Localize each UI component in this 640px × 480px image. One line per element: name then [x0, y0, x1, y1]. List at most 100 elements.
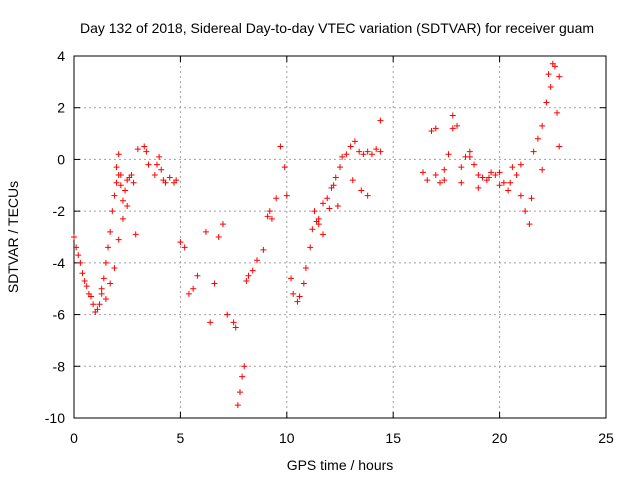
data-point: [530, 148, 537, 155]
data-point: [254, 257, 261, 264]
data-point: [326, 205, 333, 212]
data-point: [232, 324, 239, 331]
data-point: [334, 202, 341, 209]
data-point: [264, 213, 271, 220]
data-point: [466, 153, 473, 160]
data-point: [496, 169, 503, 176]
data-point: [441, 166, 448, 173]
data-point: [356, 148, 363, 155]
data-point: [100, 275, 107, 282]
data-point: [79, 270, 86, 277]
data-point: [268, 215, 275, 222]
data-point: [364, 192, 371, 199]
data-point: [549, 60, 556, 67]
data-point: [211, 280, 218, 287]
data-point: [266, 208, 273, 215]
data-point: [119, 197, 126, 204]
data-point: [294, 298, 301, 305]
data-point: [332, 174, 339, 181]
data-point: [539, 166, 546, 173]
data-point: [300, 280, 307, 287]
x-tick-label: 10: [279, 430, 295, 446]
data-point: [528, 195, 535, 202]
data-point: [83, 283, 90, 290]
data-point: [202, 228, 209, 235]
data-point: [428, 127, 435, 134]
data-point: [77, 259, 84, 266]
data-point: [166, 174, 173, 181]
data-point: [145, 161, 152, 168]
data-point: [230, 319, 237, 326]
data-point: [479, 174, 486, 181]
data-point: [215, 234, 222, 240]
data-point: [88, 293, 95, 300]
data-point: [113, 164, 120, 171]
data-point: [260, 246, 267, 253]
data-point: [239, 373, 246, 380]
data-point: [130, 179, 137, 186]
data-point: [241, 363, 248, 370]
data-point: [445, 151, 452, 158]
data-point: [454, 122, 461, 129]
data-point: [351, 138, 358, 145]
data-point: [111, 192, 118, 199]
data-point: [471, 161, 478, 168]
data-point: [505, 187, 512, 194]
data-point: [134, 146, 141, 153]
data-point: [273, 195, 280, 202]
data-point: [207, 319, 214, 326]
data-point: [156, 153, 163, 160]
x-tick-label: 5: [177, 430, 185, 446]
data-point: [102, 259, 109, 266]
data-point: [337, 164, 343, 171]
data-point: [556, 73, 563, 80]
x-tick-label: 20: [492, 430, 508, 446]
data-point: [554, 109, 561, 116]
data-point: [324, 195, 331, 202]
data-point: [115, 151, 122, 158]
data-point: [458, 164, 465, 171]
data-point: [330, 182, 337, 189]
data-point: [132, 231, 139, 238]
data-point: [449, 112, 456, 119]
data-point: [343, 151, 350, 158]
data-point: [556, 143, 563, 150]
x-tick-label: 25: [598, 430, 614, 446]
data-point: [115, 236, 122, 243]
data-point: [507, 179, 514, 186]
data-point: [315, 221, 322, 228]
data-point: [117, 171, 124, 178]
data-point: [485, 174, 492, 181]
data-point: [545, 71, 552, 78]
grid: [74, 56, 606, 418]
data-point: [245, 272, 252, 279]
data-point: [449, 125, 456, 132]
data-point: [117, 182, 124, 189]
data-point: [437, 179, 444, 186]
data-point: [368, 151, 375, 158]
data-point: [158, 166, 165, 173]
data-points: [71, 60, 563, 409]
chart-title: Day 132 of 2018, Sidereal Day-to-day VTE…: [80, 20, 594, 36]
data-point: [492, 171, 499, 178]
data-point: [236, 389, 243, 396]
data-point: [419, 169, 426, 176]
data-point: [90, 301, 97, 308]
data-point: [177, 239, 184, 246]
data-point: [290, 290, 297, 297]
data-point: [151, 171, 158, 178]
data-point: [311, 208, 318, 215]
data-point: [281, 164, 288, 171]
data-point: [509, 164, 516, 171]
data-point: [517, 161, 524, 168]
data-point: [75, 252, 82, 259]
data-point: [109, 208, 116, 215]
data-point: [107, 280, 114, 287]
data-point: [307, 244, 314, 251]
data-point: [543, 99, 550, 106]
data-point: [432, 171, 439, 178]
data-point: [339, 153, 346, 160]
data-point: [153, 161, 160, 168]
data-point: [128, 171, 135, 178]
data-point: [500, 179, 507, 186]
